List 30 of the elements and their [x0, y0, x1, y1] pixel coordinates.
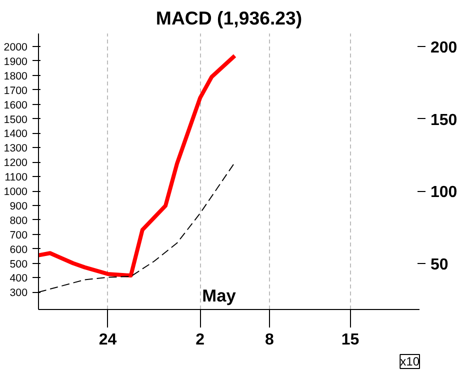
- y-tick-label: 2000: [4, 42, 28, 54]
- x-tick-label: 8: [264, 332, 274, 348]
- y-tick-label: 1200: [4, 157, 28, 170]
- y-tick-label: 1600: [4, 99, 28, 112]
- y-tick-label: 1700: [4, 84, 28, 97]
- x-tick-label: 24: [98, 332, 117, 348]
- y-tick-label: 1900: [4, 56, 28, 68]
- y-tick-label: 300: [10, 287, 28, 300]
- y-tick-label: 1800: [4, 70, 28, 82]
- annotation: May: [202, 286, 236, 306]
- x-tick-label: 15: [341, 332, 360, 348]
- y-tick-label: 1300: [4, 142, 28, 155]
- chart-title: MACD (1,936.23): [156, 8, 302, 28]
- y-tick-label: 1100: [4, 172, 28, 184]
- text: x10: [400, 354, 420, 368]
- y-tick-label: 600: [10, 244, 28, 256]
- y-tick-label: 1500: [4, 114, 28, 126]
- y-tick-label: 1000: [4, 186, 28, 198]
- y-tick-label: 700: [10, 229, 28, 242]
- y-tick-label: 800: [10, 214, 28, 227]
- y2-tick-label: 50: [430, 256, 448, 274]
- y2-tick-label: 200: [430, 40, 458, 57]
- line-series: [38, 54, 237, 278]
- y-tick-label: 500: [10, 258, 28, 270]
- y2-tick-label: 100: [430, 184, 458, 202]
- y-tick-label: 1400: [4, 128, 28, 140]
- y-tick-label: 400: [10, 272, 28, 285]
- y2-tick-label: 150: [430, 112, 458, 129]
- y-tick-label: 900: [10, 200, 28, 212]
- x-tick-label: 2: [196, 332, 205, 348]
